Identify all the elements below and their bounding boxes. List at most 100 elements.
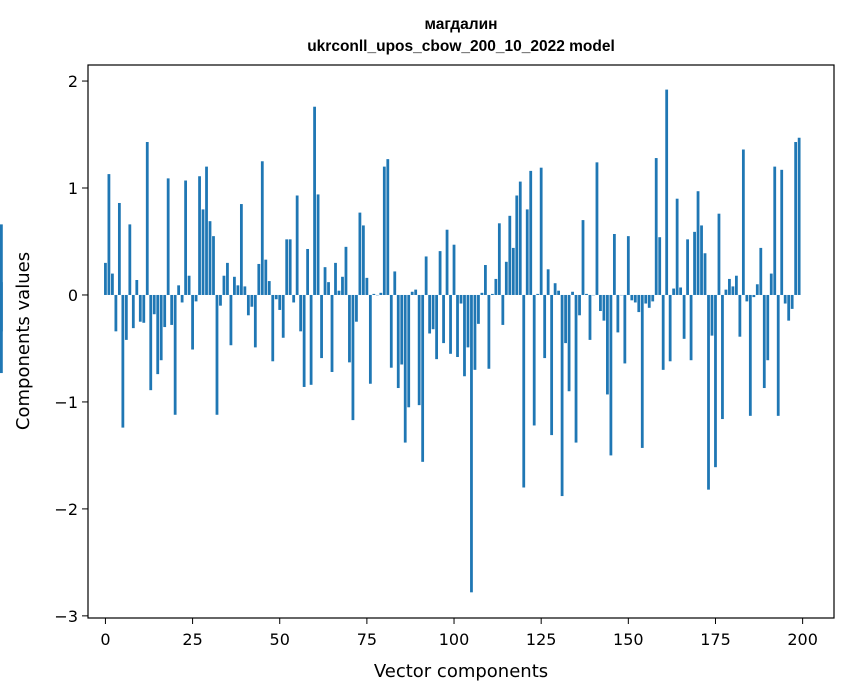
bar-26 [194, 294, 198, 302]
bar-156 [647, 294, 651, 308]
bar-193 [776, 294, 780, 416]
bar-88 [410, 291, 414, 295]
bars-group [0, 89, 801, 593]
bar-163 [672, 288, 676, 295]
bar-6 [124, 294, 128, 340]
bar-28 [201, 209, 205, 295]
bar-64 [327, 282, 330, 295]
bar-71 [351, 294, 355, 421]
bar-85 [400, 294, 404, 365]
bar-173 [707, 294, 710, 490]
bar-149 [623, 294, 627, 364]
bar-51 [281, 294, 285, 338]
bar-104 [466, 294, 470, 348]
bar-69 [344, 246, 348, 295]
y-tick-label: 2 [68, 72, 78, 91]
bar-75 [365, 277, 369, 295]
bar-5 [121, 294, 125, 428]
bar-110 [487, 294, 491, 369]
bar-60 [313, 106, 316, 295]
bar-176 [717, 213, 721, 295]
bar-187 [755, 284, 759, 295]
bar-7 [128, 224, 132, 295]
bar-24 [187, 275, 191, 295]
bar-undefined [0, 224, 3, 295]
bar-189 [762, 294, 766, 389]
bar-32 [215, 294, 219, 415]
bar-25 [191, 294, 194, 350]
bar-190 [766, 294, 770, 361]
bar-31 [212, 236, 215, 295]
bar-87 [407, 294, 411, 408]
bar-79 [379, 292, 383, 295]
x-tick-label: 125 [526, 630, 557, 649]
bar-133 [567, 294, 571, 392]
bar-36 [229, 294, 233, 346]
bar-93 [428, 294, 432, 334]
bar-117 [511, 247, 515, 295]
bar-180 [731, 286, 735, 295]
bar-33 [219, 294, 222, 306]
bar-129 [553, 283, 557, 295]
bar-179 [728, 278, 731, 295]
bar-154 [640, 294, 644, 448]
bar-178 [724, 289, 728, 295]
bar-143 [602, 294, 606, 321]
bar-101 [456, 294, 459, 358]
bar-17 [163, 294, 167, 328]
bar-91 [421, 294, 425, 462]
chart-title-line1: магдалин [425, 16, 498, 33]
bar-44 [257, 263, 261, 295]
bar-158 [654, 158, 658, 295]
bar-185 [748, 294, 752, 416]
bar-165 [679, 287, 683, 295]
bar-172 [703, 253, 707, 295]
bar-141 [595, 162, 599, 295]
x-axis-ticks: 0 25 50 75 100 125 150 175 200 [100, 618, 818, 649]
bar-53 [288, 239, 292, 295]
bar-48 [271, 294, 275, 362]
bar-131 [560, 294, 564, 497]
bar-132 [564, 294, 567, 344]
bar-151 [630, 294, 634, 301]
bar-116 [508, 215, 512, 295]
bar-153 [637, 294, 641, 313]
bar-76 [368, 294, 372, 384]
bar-11 [142, 294, 146, 323]
bar-122 [529, 170, 533, 295]
y-tick-label: −1 [54, 393, 78, 412]
bar-12 [145, 142, 149, 295]
bar-74 [362, 225, 365, 295]
bar-13 [149, 294, 153, 391]
bar-41 [246, 294, 250, 316]
bar-162 [668, 294, 672, 362]
bar-34 [222, 275, 226, 295]
bar-113 [497, 223, 501, 295]
bar-65 [330, 294, 334, 372]
bar-80 [382, 166, 386, 295]
bar-109 [484, 265, 487, 295]
bar-103 [463, 294, 466, 377]
y-tick-label: −3 [54, 607, 78, 626]
bar-142 [599, 294, 602, 312]
bar-102 [459, 294, 463, 304]
bar-123 [532, 294, 536, 426]
bar-159 [658, 237, 662, 295]
bar-66 [334, 262, 337, 295]
bar-105 [470, 294, 473, 593]
bar-118 [515, 195, 519, 295]
bar-195 [783, 294, 787, 304]
bar-59 [309, 294, 313, 385]
bar-42 [250, 294, 254, 307]
bar-68 [341, 276, 344, 295]
bar-127 [546, 269, 550, 295]
bar-135 [574, 294, 578, 443]
plot-frame [87, 64, 835, 619]
bar-182 [738, 294, 742, 337]
x-tick-label: 100 [439, 630, 470, 649]
bar-18 [166, 178, 170, 295]
bar-8 [131, 294, 135, 329]
bar-196 [787, 294, 791, 321]
y-tick-label: 0 [68, 286, 78, 305]
